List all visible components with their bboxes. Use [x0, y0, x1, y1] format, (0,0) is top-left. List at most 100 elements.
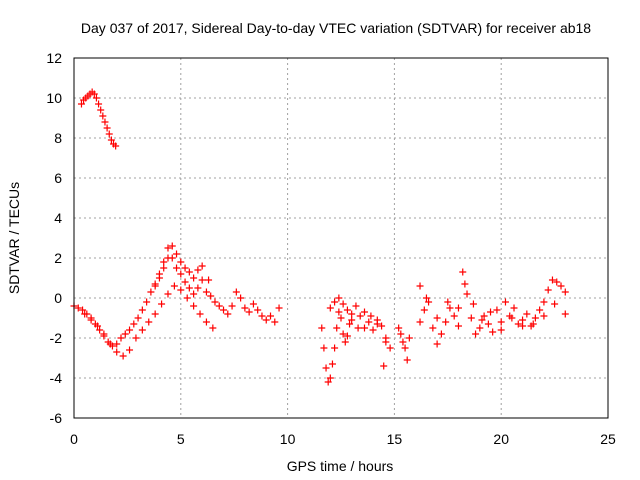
data-point — [254, 306, 262, 314]
data-point — [454, 322, 462, 330]
data-point — [90, 90, 98, 98]
data-point — [92, 94, 100, 102]
data-point — [275, 304, 283, 312]
data-point — [143, 298, 151, 306]
data-point — [476, 324, 484, 332]
data-point — [416, 318, 424, 326]
data-point — [341, 338, 349, 346]
data-point — [245, 308, 253, 316]
data-point — [437, 330, 445, 338]
y-tick-label: 4 — [54, 210, 62, 226]
data-point — [386, 344, 394, 352]
data-point — [343, 306, 351, 314]
data-point — [198, 262, 206, 270]
data-point — [101, 118, 109, 126]
data-point — [508, 314, 516, 322]
y-tick-label: 0 — [54, 290, 62, 306]
grid-lines — [74, 58, 608, 418]
data-point — [469, 300, 477, 308]
data-point — [442, 318, 450, 326]
data-point — [454, 304, 462, 312]
data-point — [484, 320, 492, 328]
data-point — [425, 298, 433, 306]
data-point — [147, 288, 155, 296]
data-point — [126, 346, 134, 354]
data-point — [262, 316, 270, 324]
data-point — [121, 330, 129, 338]
data-point — [202, 288, 210, 296]
data-point — [160, 258, 168, 266]
data-point — [531, 314, 539, 322]
data-point — [113, 348, 121, 356]
data-point — [220, 306, 228, 314]
data-point — [403, 356, 411, 364]
data-point — [190, 302, 198, 310]
data-point — [198, 276, 206, 284]
data-point — [365, 318, 373, 326]
x-tick-label: 10 — [280, 431, 296, 447]
data-point — [373, 320, 381, 328]
data-point — [95, 100, 103, 108]
data-point — [164, 254, 172, 262]
data-point — [405, 334, 413, 342]
data-point — [331, 344, 339, 352]
data-point — [232, 288, 240, 296]
data-point — [267, 312, 275, 320]
data-point — [444, 298, 452, 306]
data-point — [132, 334, 140, 342]
data-point — [190, 290, 198, 298]
data-point — [467, 314, 475, 322]
data-point — [429, 324, 437, 332]
data-point — [190, 274, 198, 282]
data-point — [173, 264, 181, 272]
data-point — [420, 306, 428, 314]
data-point — [177, 258, 185, 266]
data-point — [211, 298, 219, 306]
data-point — [514, 320, 522, 328]
data-point — [397, 330, 405, 338]
data-point — [138, 306, 146, 314]
data-point — [433, 314, 441, 322]
data-point — [205, 276, 213, 284]
data-point — [331, 298, 339, 306]
data-point — [489, 328, 497, 336]
data-point — [112, 142, 120, 150]
data-point — [113, 340, 121, 348]
data-point — [343, 332, 351, 340]
data-point — [322, 364, 330, 372]
data-point — [320, 344, 328, 352]
data-point — [561, 288, 569, 296]
data-point — [348, 310, 356, 318]
data-point — [177, 286, 185, 294]
data-point — [459, 268, 467, 276]
data-point — [93, 322, 101, 330]
data-point — [478, 316, 486, 324]
data-point — [107, 136, 115, 144]
data-point — [79, 306, 87, 314]
data-point — [369, 326, 377, 334]
data-point — [119, 352, 127, 360]
data-point — [228, 302, 236, 310]
data-point — [401, 344, 409, 352]
data-point — [185, 268, 193, 276]
y-axis-label: SDTVAR / TECUs — [6, 182, 22, 294]
data-point — [461, 280, 469, 288]
data-point — [519, 322, 527, 330]
data-point — [536, 306, 544, 314]
data-point — [335, 308, 343, 316]
data-point — [339, 300, 347, 308]
y-tick-label: -2 — [50, 330, 63, 346]
data-point — [378, 322, 386, 330]
data-point — [77, 100, 85, 108]
x-tick-label: 15 — [387, 431, 403, 447]
data-point — [540, 298, 548, 306]
data-point — [501, 298, 509, 306]
data-point — [395, 324, 403, 332]
data-point — [158, 300, 166, 308]
data-point — [130, 320, 138, 328]
data-point — [328, 360, 336, 368]
data-point — [382, 338, 390, 346]
data-point — [87, 316, 95, 324]
data-point — [155, 274, 163, 282]
data-point — [97, 106, 105, 114]
